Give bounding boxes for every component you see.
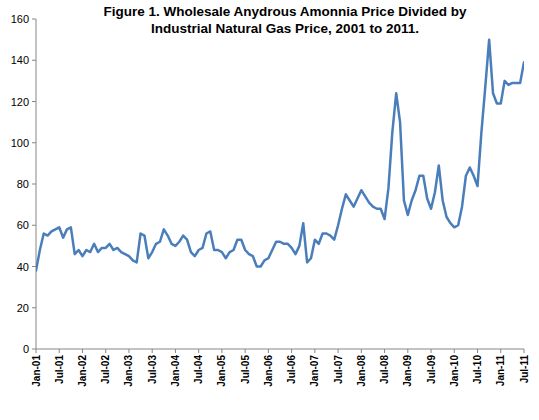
x-tick-label: Jan-02: [77, 355, 88, 387]
x-tick: [314, 349, 315, 353]
y-tick-label: 80: [17, 178, 29, 190]
y-tick-label: 140: [11, 54, 29, 66]
y-tick: [32, 60, 36, 61]
x-tick-label: Jul-03: [147, 355, 158, 384]
x-tick-label: Jul-01: [54, 355, 65, 384]
x-tick-label: Jul-10: [472, 355, 483, 384]
y-tick: [32, 184, 36, 185]
x-tick-label: Jul-06: [286, 355, 297, 384]
y-tick-label: 20: [17, 302, 29, 314]
x-tick: [245, 349, 246, 353]
x-tick: [198, 349, 199, 353]
y-tick: [32, 19, 36, 20]
y-axis: [36, 19, 37, 349]
x-tick-label: Jan-07: [309, 355, 320, 387]
x-tick-label: Jul-04: [193, 355, 204, 384]
x-tick-label: Jul-11: [519, 355, 530, 384]
x-tick-label: Jan-03: [123, 355, 134, 387]
y-tick: [32, 101, 36, 102]
y-tick: [32, 349, 36, 350]
chart-title: Figure 1. Wholesale Anydrous Amonnia Pri…: [104, 4, 467, 36]
x-tick-label: Jan-11: [495, 355, 506, 387]
x-tick: [524, 349, 525, 353]
y-tick: [32, 307, 36, 308]
y-tick-label: 60: [17, 219, 29, 231]
y-tick-label: 40: [17, 261, 29, 273]
y-tick-label: 120: [11, 96, 29, 108]
x-tick: [175, 349, 176, 353]
x-tick: [105, 349, 106, 353]
x-tick: [82, 349, 83, 353]
x-tick: [384, 349, 385, 353]
x-tick: [338, 349, 339, 353]
x-tick: [128, 349, 129, 353]
y-tick: [32, 225, 36, 226]
y-tick-label: 100: [11, 137, 29, 149]
x-tick-label: Jul-08: [379, 355, 390, 384]
x-tick-label: Jul-05: [240, 355, 251, 384]
data-line: [36, 40, 524, 271]
x-tick: [221, 349, 222, 353]
x-tick-label: Jul-07: [333, 355, 344, 384]
y-tick: [32, 266, 36, 267]
x-tick: [454, 349, 455, 353]
x-tick: [59, 349, 60, 353]
x-tick-label: Jan-04: [170, 355, 181, 387]
x-tick: [361, 349, 362, 353]
x-tick: [431, 349, 432, 353]
plot-area: [36, 40, 524, 271]
x-tick-label: Jan-01: [31, 355, 42, 387]
x-tick: [268, 349, 269, 353]
x-tick-label: Jan-05: [216, 355, 227, 387]
x-tick: [291, 349, 292, 353]
x-tick: [500, 349, 501, 353]
x-tick: [477, 349, 478, 353]
x-tick: [407, 349, 408, 353]
background: [0, 0, 539, 420]
title-line: Industrial Natural Gas Price, 2001 to 20…: [151, 21, 419, 36]
x-tick-label: Jul-02: [100, 355, 111, 384]
x-tick-label: Jul-09: [426, 355, 437, 384]
x-tick-label: Jan-10: [449, 355, 460, 387]
x-tick: [36, 349, 37, 353]
y-tick-label: 0: [23, 343, 29, 355]
x-tick-label: Jan-09: [402, 355, 413, 387]
x-axis: [36, 349, 524, 350]
title-line: Figure 1. Wholesale Anydrous Amonnia Pri…: [104, 4, 467, 19]
x-tick-label: Jan-06: [263, 355, 274, 387]
y-tick: [32, 142, 36, 143]
x-tick-label: Jan-08: [356, 355, 367, 387]
y-tick-label: 160: [11, 13, 29, 25]
x-tick: [152, 349, 153, 353]
